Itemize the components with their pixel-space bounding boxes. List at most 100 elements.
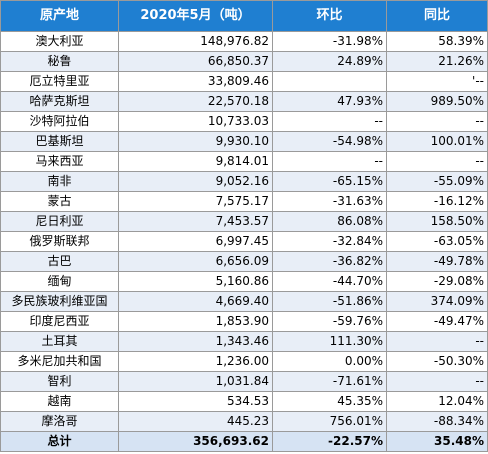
yoy-cell: -29.08% [386,271,488,292]
table-row: 南非 9,052.16 -65.15% -55.09% [0,171,488,192]
yoy-cell: -16.12% [386,191,488,212]
table-row: 厄立特里亚 33,809.46 '-- [0,71,488,92]
table-row: 俄罗斯联邦 6,997.45 -32.84% -63.05% [0,231,488,252]
volume-cell: 9,930.10 [118,131,273,152]
mom-cell: -31.98% [272,31,387,52]
origin-cell: 俄罗斯联邦 [0,231,119,252]
origin-cell: 多米尼加共和国 [0,351,119,372]
volume-cell: 7,575.17 [118,191,273,212]
yoy-cell: 58.39% [386,31,488,52]
origin-cell: 多民族玻利维亚国 [0,291,119,312]
origin-cell: 巴基斯坦 [0,131,119,152]
mom-cell: -- [272,111,387,132]
volume-cell: 445.23 [118,411,273,432]
table-row: 巴基斯坦 9,930.10 -54.98% 100.01% [0,131,488,152]
mom-cell: 756.01% [272,411,387,432]
mom-cell [272,71,387,92]
volume-cell: 33,809.46 [118,71,273,92]
origin-cell: 古巴 [0,251,119,272]
table-row: 缅甸 5,160.86 -44.70% -29.08% [0,271,488,292]
table-row: 印度尼西亚 1,853.90 -59.76% -49.47% [0,311,488,332]
origin-cell: 缅甸 [0,271,119,292]
header-mom: 环比 [272,0,387,32]
total-label: 总计 [0,431,119,452]
origin-cell: 印度尼西亚 [0,311,119,332]
volume-cell: 10,733.03 [118,111,273,132]
yoy-cell: '-- [386,71,488,92]
volume-cell: 6,997.45 [118,231,273,252]
volume-cell: 4,669.40 [118,291,273,312]
mom-cell: -71.61% [272,371,387,392]
yoy-cell: -50.30% [386,351,488,372]
volume-cell: 9,052.16 [118,171,273,192]
origin-cell: 摩洛哥 [0,411,119,432]
volume-cell: 9,814.01 [118,151,273,172]
table-row: 蒙古 7,575.17 -31.63% -16.12% [0,191,488,212]
yoy-cell: -49.47% [386,311,488,332]
table-row: 多民族玻利维亚国 4,669.40 -51.86% 374.09% [0,291,488,312]
origin-cell: 越南 [0,391,119,412]
table-row: 哈萨克斯坦 22,570.18 47.93% 989.50% [0,91,488,112]
mom-cell: 111.30% [272,331,387,352]
yoy-cell: 12.04% [386,391,488,412]
header-yoy: 同比 [386,0,488,32]
mom-cell: 86.08% [272,211,387,232]
mom-cell: -59.76% [272,311,387,332]
volume-cell: 7,453.57 [118,211,273,232]
mom-cell: -44.70% [272,271,387,292]
table-row: 澳大利亚 148,976.82 -31.98% 58.39% [0,31,488,52]
mom-cell: -36.82% [272,251,387,272]
yoy-cell: -- [386,151,488,172]
table-row: 秘鲁 66,850.37 24.89% 21.26% [0,51,488,72]
volume-cell: 22,570.18 [118,91,273,112]
total-yoy: 35.48% [386,431,488,452]
origin-cell: 秘鲁 [0,51,119,72]
yoy-cell: -88.34% [386,411,488,432]
mom-cell: -32.84% [272,231,387,252]
volume-cell: 534.53 [118,391,273,412]
origin-cell: 马来西亚 [0,151,119,172]
table-row: 智利 1,031.84 -71.61% -- [0,371,488,392]
table-row: 摩洛哥 445.23 756.01% -88.34% [0,411,488,432]
mom-cell: -65.15% [272,171,387,192]
yoy-cell: 989.50% [386,91,488,112]
yoy-cell: -55.09% [386,171,488,192]
origin-cell: 南非 [0,171,119,192]
header-origin: 原产地 [0,0,119,32]
mom-cell: 24.89% [272,51,387,72]
table-row: 越南 534.53 45.35% 12.04% [0,391,488,412]
table-row: 沙特阿拉伯 10,733.03 -- -- [0,111,488,132]
yoy-cell: 158.50% [386,211,488,232]
volume-cell: 5,160.86 [118,271,273,292]
yoy-cell: 21.26% [386,51,488,72]
origin-cell: 尼日利亚 [0,211,119,232]
table-row: 尼日利亚 7,453.57 86.08% 158.50% [0,211,488,232]
yoy-cell: -49.78% [386,251,488,272]
yoy-cell: -- [386,331,488,352]
yoy-cell: -63.05% [386,231,488,252]
table-row: 土耳其 1,343.46 111.30% -- [0,331,488,352]
yoy-cell: 374.09% [386,291,488,312]
volume-cell: 1,343.46 [118,331,273,352]
volume-cell: 1,853.90 [118,311,273,332]
origin-cell: 澳大利亚 [0,31,119,52]
origin-cell: 蒙古 [0,191,119,212]
origin-cell: 哈萨克斯坦 [0,91,119,112]
mom-cell: -31.63% [272,191,387,212]
yoy-cell: -- [386,111,488,132]
header-volume: 2020年5月（吨） [118,0,273,32]
volume-cell: 1,236.00 [118,351,273,372]
origin-cell: 沙特阿拉伯 [0,111,119,132]
total-volume: 356,693.62 [118,431,273,452]
origin-cell: 智利 [0,371,119,392]
mom-cell: 0.00% [272,351,387,372]
table-row: 古巴 6,656.09 -36.82% -49.78% [0,251,488,272]
volume-cell: 1,031.84 [118,371,273,392]
origin-cell: 土耳其 [0,331,119,352]
total-row: 总计 356,693.62 -22.57% 35.48% [0,431,488,452]
table-body: 澳大利亚 148,976.82 -31.98% 58.39% 秘鲁 66,850.37 24… [0,31,488,432]
table-row: 多米尼加共和国 1,236.00 0.00% -50.30% [0,351,488,372]
header-row: 原产地 2020年5月（吨） 环比 同比 [0,0,488,32]
